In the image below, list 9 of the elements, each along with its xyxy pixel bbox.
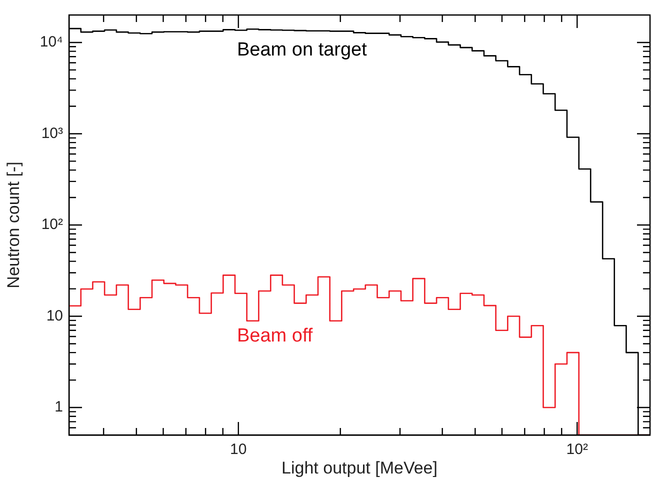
annotation: Beam on target <box>236 40 368 61</box>
y-tick-label: 1 <box>54 398 63 416</box>
y-axis-title: Neutron count [-] <box>4 162 23 288</box>
y-tick-label: 10 <box>46 307 63 324</box>
y-tick-label: 10³ <box>41 124 63 142</box>
x-axis-title: Light output [MeVee] <box>282 458 438 478</box>
y-tick-label: 10⁴ <box>40 34 63 51</box>
annotation: Beam off <box>236 326 314 347</box>
y-tick-label: 10² <box>41 216 63 234</box>
